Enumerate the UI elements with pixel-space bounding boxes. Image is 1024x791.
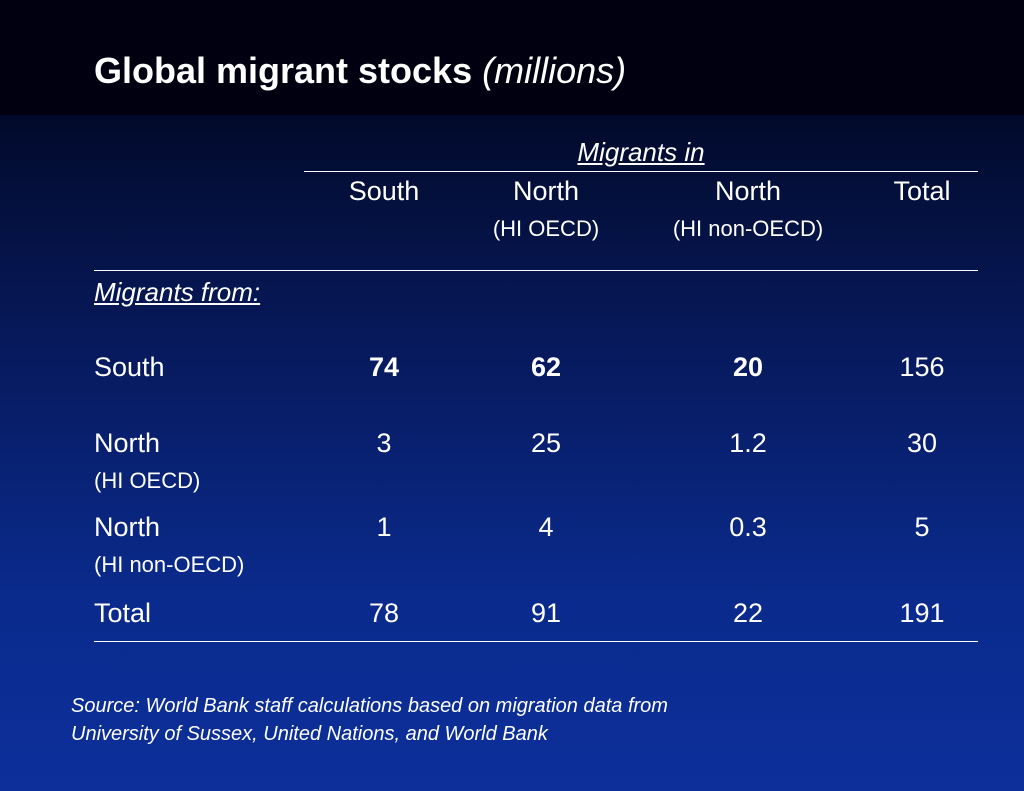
- col-subheader-north-non-oecd: (HI non-OECD): [672, 216, 824, 241]
- row-label-total: Total: [94, 598, 152, 628]
- cell-south-north-oecd: 62: [530, 352, 562, 382]
- row-sublabel-north-oecd: (HI OECD): [94, 468, 201, 493]
- source-note: Source: World Bank staff calculations ba…: [71, 692, 668, 748]
- cell-north-non-oecd-north-oecd: 4: [538, 512, 554, 542]
- header-rule-bottom: [94, 270, 978, 271]
- table-bottom-rule: [94, 641, 978, 642]
- source-line-2: University of Sussex, United Nations, an…: [71, 723, 548, 745]
- title-main: Global migrant stocks: [94, 50, 473, 91]
- col-header-total: Total: [893, 176, 951, 206]
- cell-south-north-non-oecd: 20: [732, 352, 764, 382]
- title-band: [0, 0, 1024, 115]
- title-units: (millions): [482, 50, 627, 91]
- cell-total-south: 78: [368, 598, 400, 628]
- row-sublabel-north-non-oecd: (HI non-OECD): [94, 552, 245, 577]
- row-label-north-oecd: North: [94, 428, 161, 458]
- cell-north-oecd-north-oecd: 25: [530, 428, 562, 458]
- cell-north-non-oecd-total: 5: [914, 512, 930, 542]
- migrants-in-header: Migrants in: [577, 137, 705, 167]
- col-header-south: South: [348, 176, 420, 206]
- cell-north-oecd-north-non-oecd: 1.2: [729, 428, 767, 458]
- migrants-from-label: Migrants from:: [94, 277, 261, 307]
- row-label-north-non-oecd: North: [94, 512, 161, 542]
- col-subheader-north-oecd: (HI OECD): [492, 216, 600, 241]
- cell-south-south: 74: [368, 352, 400, 382]
- cell-total-north-non-oecd: 22: [732, 598, 764, 628]
- header-rule-top: [304, 171, 978, 172]
- col-header-north-non-oecd: North: [714, 176, 782, 206]
- cell-south-total: 156: [899, 352, 945, 382]
- slide-title: Global migrant stocks (millions): [94, 50, 626, 92]
- source-line-1: Source: World Bank staff calculations ba…: [71, 695, 668, 717]
- cell-total-total: 191: [899, 598, 945, 628]
- row-label-south: South: [94, 352, 165, 382]
- col-header-north-oecd: North: [512, 176, 580, 206]
- cell-north-oecd-south: 3: [376, 428, 392, 458]
- cell-total-north-oecd: 91: [530, 598, 562, 628]
- cell-north-non-oecd-south: 1: [376, 512, 392, 542]
- cell-north-non-oecd-north-non-oecd: 0.3: [729, 512, 767, 542]
- cell-north-oecd-total: 30: [906, 428, 938, 458]
